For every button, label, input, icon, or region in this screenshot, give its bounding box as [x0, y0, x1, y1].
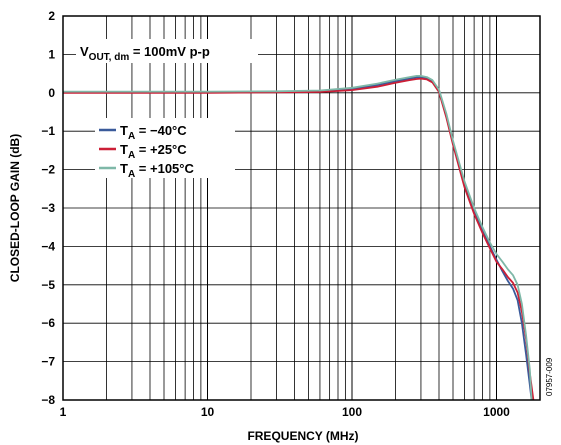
- x-tick-label: 1000: [483, 405, 510, 419]
- series-line-3: [63, 75, 533, 401]
- y-tick-label: −7: [41, 355, 55, 369]
- y-tick-label: −4: [41, 239, 55, 253]
- figure-id: 07957-009: [545, 357, 554, 396]
- annotation-text: VOUT, dm = 100mV p-p: [80, 44, 210, 63]
- y-tick-label: 2: [48, 9, 55, 23]
- x-tick-label: 100: [342, 405, 362, 419]
- y-axis-title: CLOSED-LOOP GAIN (dB): [8, 134, 22, 282]
- legend-box: [95, 118, 235, 178]
- y-tick-label: −8: [41, 393, 55, 407]
- annotation-box: [76, 39, 258, 63]
- axis-ticks: 210−1−2−3−4−5−6−7−81 10 100 1000: [41, 9, 510, 419]
- x-tick-label: 10: [201, 405, 215, 419]
- y-tick-label: 1: [48, 47, 55, 61]
- y-tick-label: −2: [41, 163, 55, 177]
- x-tick-label: 1: [60, 405, 67, 419]
- annotation: VOUT, dm = 100mV p-p: [76, 39, 258, 63]
- series-line-2: [63, 77, 535, 401]
- legend-label-2: TA = +25°C: [120, 142, 187, 161]
- y-tick-label: −3: [41, 201, 55, 215]
- y-tick-label: −1: [41, 124, 55, 138]
- legend-label-1: TA = −40°C: [120, 123, 187, 142]
- x-axis-title: FREQUENCY (MHz): [247, 429, 358, 443]
- plot-frame: [62, 15, 541, 401]
- legend-label-3: TA = +105°C: [120, 161, 194, 180]
- y-tick-label: −5: [41, 278, 55, 292]
- legend: TA = −40°CTA = +25°CTA = +105°C: [95, 118, 235, 180]
- y-tick-label: 0: [48, 86, 55, 100]
- y-tick-label: −6: [41, 316, 55, 330]
- series-lines: [63, 75, 535, 401]
- grid-lines: [62, 15, 541, 401]
